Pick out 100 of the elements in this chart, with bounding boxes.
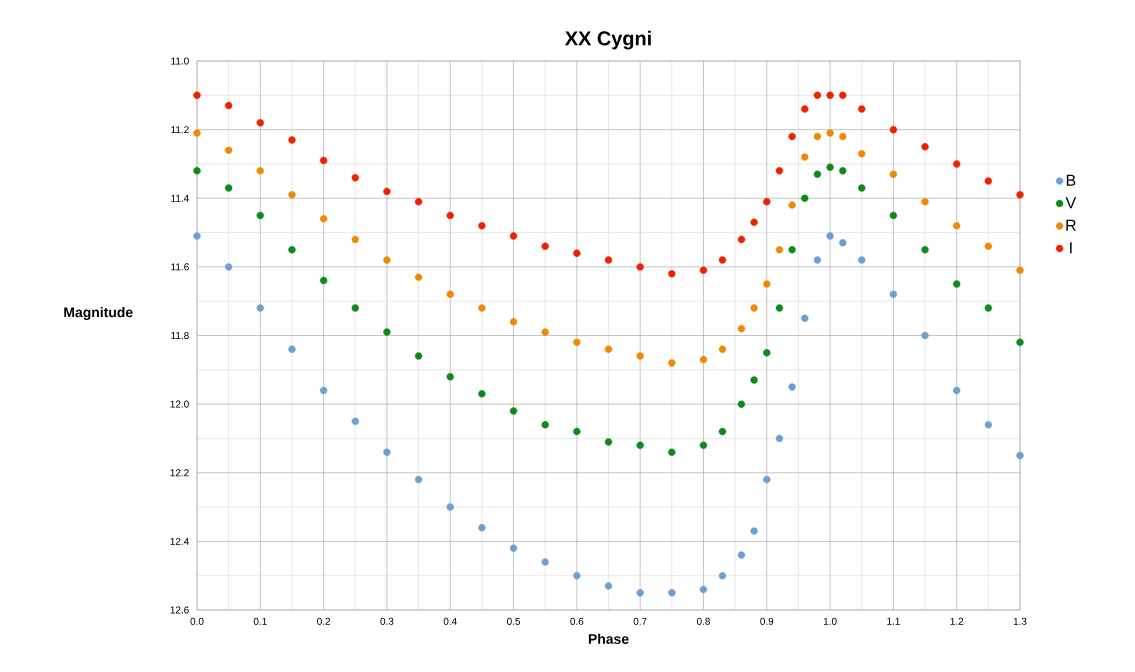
point [775, 246, 784, 254]
point [351, 173, 359, 182]
y-tick-label: 11.8 [171, 331, 189, 340]
point [813, 91, 822, 100]
chart-title: XX Cygni [564, 30, 651, 50]
y-tick-label: 12.2 [170, 469, 189, 477]
point [319, 386, 328, 395]
point [763, 280, 771, 288]
point [858, 149, 866, 158]
point [288, 136, 296, 144]
point [737, 400, 746, 408]
point [921, 246, 929, 254]
point [319, 276, 328, 285]
point [383, 256, 391, 264]
point [478, 390, 486, 398]
point [573, 249, 581, 257]
point [801, 194, 809, 202]
point [256, 119, 265, 127]
point [699, 355, 708, 364]
point [193, 167, 201, 175]
point [750, 376, 758, 384]
point [763, 475, 771, 484]
x-tick-label: 1.3 [1013, 617, 1027, 625]
point [953, 386, 961, 395]
point [813, 170, 822, 178]
point [604, 582, 613, 590]
point [718, 256, 727, 264]
point [573, 427, 581, 436]
point [604, 438, 613, 446]
point [319, 215, 328, 223]
y-tick-label: 11.2 [171, 126, 189, 134]
point [193, 91, 201, 100]
point [1016, 191, 1024, 199]
point [636, 589, 644, 597]
point [858, 256, 866, 264]
point [193, 232, 201, 240]
point [541, 328, 549, 336]
point [839, 91, 847, 100]
point [636, 441, 644, 449]
point [446, 503, 454, 511]
point [750, 304, 758, 312]
point [256, 304, 265, 312]
x-tick-label: 0.8 [696, 617, 710, 625]
point [737, 235, 746, 244]
point [763, 348, 771, 357]
point [788, 246, 796, 254]
x-axis-title: Phase [588, 633, 629, 644]
point [889, 170, 898, 178]
point [193, 129, 201, 137]
y-tick-label: 11.4 [171, 194, 189, 202]
point [573, 338, 581, 347]
point [541, 421, 549, 429]
legend-label: R [1066, 219, 1076, 231]
point [718, 427, 727, 436]
point [478, 222, 486, 230]
point [446, 290, 454, 299]
point [541, 558, 549, 566]
point [1016, 266, 1024, 275]
x-tick-label: 0.9 [760, 617, 774, 625]
point [1016, 451, 1024, 460]
x-tick-label: 0.2 [317, 617, 331, 625]
point [224, 184, 233, 192]
point [750, 218, 758, 226]
point [1016, 338, 1024, 347]
point [718, 345, 727, 353]
point [668, 270, 676, 278]
x-tick-label: 1.0 [823, 617, 837, 625]
point [604, 256, 613, 264]
point [921, 331, 929, 340]
point [288, 191, 296, 199]
legend-label: V [1065, 197, 1077, 209]
point [636, 263, 644, 271]
point [775, 304, 784, 312]
point [699, 585, 708, 594]
point [953, 222, 961, 230]
point [801, 314, 809, 323]
point [288, 345, 296, 353]
point [889, 211, 898, 220]
point [256, 211, 265, 220]
point [953, 280, 961, 288]
point [668, 359, 676, 367]
y-tick-label: 12.4 [170, 537, 189, 545]
point [414, 197, 423, 206]
point [858, 105, 866, 113]
point [839, 167, 847, 175]
y-axis-title: Magnitude [64, 307, 133, 321]
point [889, 125, 898, 134]
point [604, 345, 613, 353]
point [839, 239, 847, 247]
x-tick-label: 0.4 [443, 617, 457, 625]
point [813, 132, 822, 141]
point [984, 242, 993, 250]
point [446, 372, 454, 381]
x-tick-label: 0.0 [190, 617, 204, 625]
point [256, 167, 265, 175]
point [984, 304, 993, 312]
point [541, 242, 549, 250]
point [288, 246, 296, 254]
x-tick-label: 0.7 [633, 617, 647, 625]
point [699, 266, 708, 275]
